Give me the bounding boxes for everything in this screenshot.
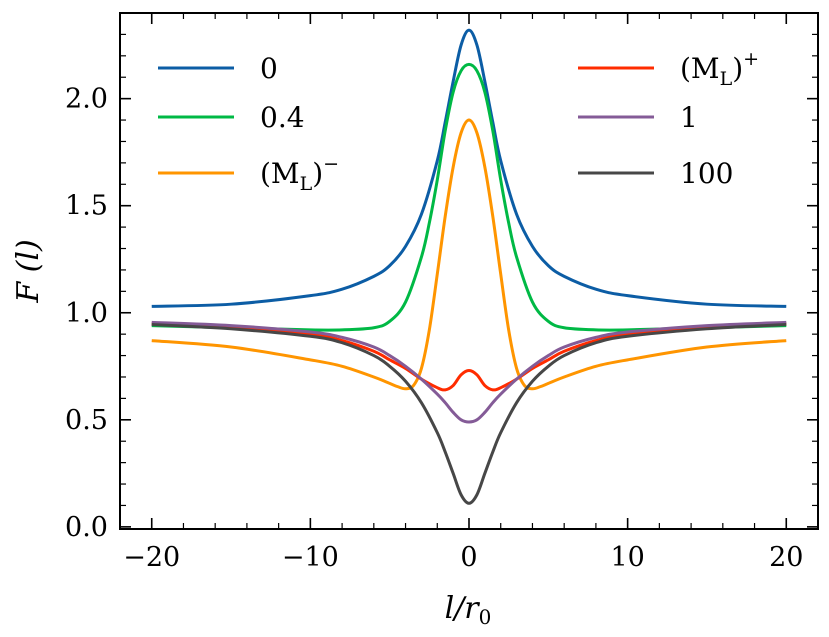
y-tick-label: 0.5 [65,405,108,436]
legend-entry: (ML)+ [578,48,759,90]
legend-label: (ML)+ [680,48,759,90]
legend-label-close: ) [312,157,323,190]
legend-entry: 1 [578,101,698,134]
x-tick-label: 10 [610,542,644,573]
legend-label: 0 [260,52,278,85]
x-axis-label-main: l/r [445,591,481,626]
series-line-4 [151,320,787,424]
legend-label-main: 0.4 [260,101,305,134]
series-line-3 [151,321,787,392]
curves-layer [151,28,787,505]
legend-label: 1 [680,101,698,134]
legend-label: (ML)− [260,153,339,195]
series-line-0 [151,28,787,308]
legend-label-main: (M [680,52,720,85]
series-line-5 [151,323,787,505]
series-line-2 [151,118,787,391]
legend-label-main: (M [260,157,300,190]
series-line-1 [151,62,787,332]
legend-label: 100 [680,157,733,190]
legend-label-sub: L [720,68,733,90]
legend-label-main: 100 [680,157,733,190]
legend-label-sup: − [323,153,339,175]
plot-frame [119,12,819,530]
y-tick-label: 2.0 [65,84,108,115]
y-tick-label: 1.5 [65,191,108,222]
legend-label-sup: + [743,48,759,70]
legend-label-close: ) [732,52,743,85]
x-tick-label: −10 [282,542,339,573]
x-tick-label: 20 [769,542,803,573]
x-axis-label-sub: 0 [479,605,492,629]
axis-ticks: −20 −10 0 10 200.00.51.01.52.0 [65,13,819,573]
y-tick-label: 1.0 [65,298,108,329]
legend-entry: 0 [158,52,278,85]
x-tick-label: 0 [460,542,477,573]
legend-entry: 100 [578,157,733,190]
x-tick-label: −20 [123,542,180,573]
legend-label-main: 0 [260,52,278,85]
y-tick-label: 0.0 [65,512,108,543]
legend-label-main: 1 [680,101,698,134]
legend-entry: (ML)− [158,153,339,195]
x-axis-label: l/r0 [445,591,492,629]
legend-entry: 0.4 [158,101,305,134]
legend-label-sub: L [300,173,313,195]
legend-label: 0.4 [260,101,305,134]
y-axis-label: F (l) [11,239,46,303]
